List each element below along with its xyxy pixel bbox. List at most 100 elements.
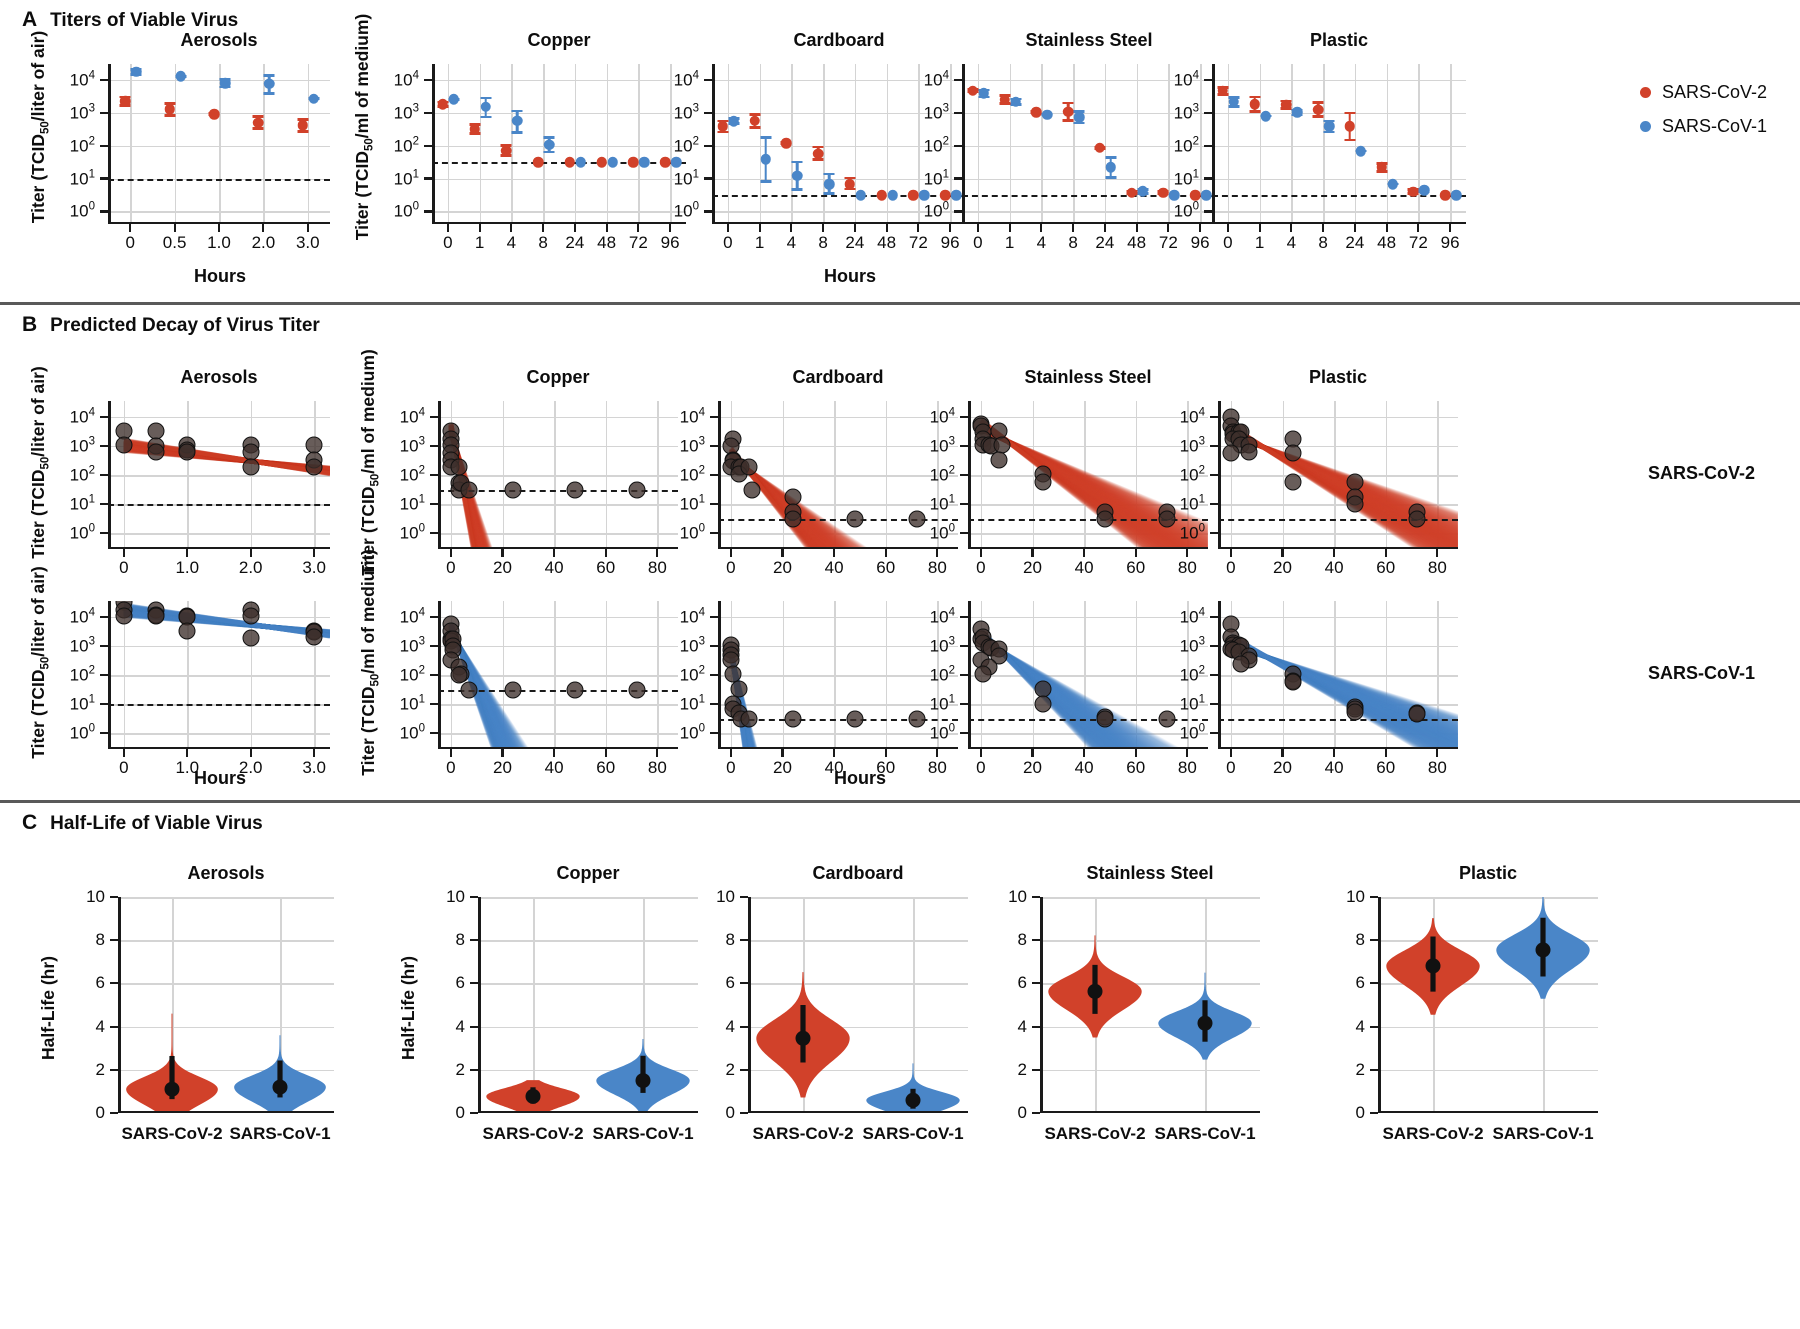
plot-inner xyxy=(438,401,678,549)
y-axis-line xyxy=(432,64,435,224)
gridline-v xyxy=(834,601,836,749)
data-point xyxy=(1249,64,1261,224)
gridline-h xyxy=(1378,897,1598,899)
data-point xyxy=(1376,64,1388,224)
marker-dot xyxy=(219,78,231,89)
x-category-label: SARS-CoV-2 xyxy=(1044,1124,1146,1143)
limit-of-detection-line xyxy=(718,518,958,521)
gridline-h xyxy=(108,645,330,648)
gridline-h xyxy=(968,675,1208,677)
marker-dot xyxy=(596,156,607,168)
data-point xyxy=(219,64,231,224)
marker-dot xyxy=(130,66,142,78)
gridline-v xyxy=(1009,64,1012,224)
gridline-v xyxy=(502,401,505,549)
data-point xyxy=(1291,64,1303,224)
subplot-B-stainless-steel-cov1: 100 101 102 103 104 0 20 40 60 80 xyxy=(930,601,1208,801)
y-tick-label: 102 xyxy=(679,464,705,485)
x-tick-label: 80 xyxy=(927,758,947,777)
y-tick-label: 102 xyxy=(923,135,949,155)
scatter-dot xyxy=(908,510,926,528)
gridline-v xyxy=(1386,64,1389,224)
x-tick-label: 0 xyxy=(119,558,129,577)
gridline-h xyxy=(432,79,686,82)
gridline-h xyxy=(438,533,678,535)
y-tick xyxy=(100,644,108,648)
limit-of-detection-line xyxy=(718,718,958,721)
plot-area: 100 101 102 103 104 0 20 40 60 80 xyxy=(680,601,958,777)
y-axis-title-medium-cov1-text: Titer (TCID50/ml of medium) xyxy=(358,549,382,776)
marker-dot xyxy=(1312,104,1324,115)
x-tick xyxy=(1449,224,1452,232)
violin-group xyxy=(126,1013,326,1113)
x-tick xyxy=(1135,224,1138,232)
y-tick-label: 2 xyxy=(1017,1059,1027,1079)
data-point xyxy=(469,64,481,224)
x-category-label: SARS-CoV-2 xyxy=(482,1124,584,1143)
x-tick xyxy=(1385,224,1388,232)
y-axis-line xyxy=(1218,601,1221,749)
gridline-v xyxy=(885,601,888,749)
limit-of-detection-line xyxy=(1218,718,1458,721)
data-point xyxy=(437,64,449,224)
gridline-v xyxy=(605,401,608,549)
marker-dot xyxy=(792,170,803,182)
y-tick xyxy=(1032,1111,1040,1115)
posterior-decay-band xyxy=(979,628,1183,749)
x-tick xyxy=(478,224,481,232)
x-tick xyxy=(122,749,125,757)
y-tick xyxy=(100,615,108,619)
x-tick xyxy=(1226,224,1229,232)
x-tick xyxy=(1384,749,1387,757)
scatter-dot xyxy=(628,681,646,699)
x-category-label: SARS-CoV-1 xyxy=(862,1124,964,1143)
y-tick-label: 6 xyxy=(455,973,465,993)
y-tick xyxy=(470,1111,478,1115)
scatter-dot xyxy=(1232,655,1250,673)
x-tick xyxy=(853,224,856,232)
x-tick xyxy=(449,549,452,557)
gridline-h xyxy=(1378,1069,1598,1072)
data-point xyxy=(1260,64,1272,224)
gridline-h xyxy=(1218,475,1458,477)
plot-inner xyxy=(962,64,1216,224)
y-tick-label: 102 xyxy=(69,664,95,685)
y-tick-label: 101 xyxy=(929,493,955,514)
marker-dot xyxy=(264,78,275,89)
y-axis-title-halflife-aerosols: Half-Life (hr) xyxy=(38,955,58,1061)
y-tick xyxy=(954,210,962,213)
y-tick xyxy=(110,982,118,985)
data-point xyxy=(812,64,824,224)
y-tick xyxy=(470,895,478,899)
x-tick xyxy=(122,549,125,557)
y-axis-title-halflife-copper: Half-Life (hr) xyxy=(398,955,418,1061)
scatter-dot xyxy=(178,622,196,640)
x-axis-line xyxy=(718,546,958,549)
error-cap-bottom xyxy=(511,131,523,134)
x-tick-label: 1 xyxy=(474,233,485,252)
data-point xyxy=(1189,64,1201,224)
x-tick xyxy=(833,749,836,757)
x-tick xyxy=(917,224,920,232)
scatter-dot xyxy=(242,607,260,625)
data-point xyxy=(999,64,1011,224)
error-cap-bottom xyxy=(1249,110,1261,113)
x-tick-label: 40 xyxy=(544,558,564,577)
y-axis-title-aerosols-cov1-line2: (TCID50/liter of air) xyxy=(28,566,52,717)
scatter-dot xyxy=(1284,673,1302,691)
gridline-h xyxy=(962,112,1216,115)
x-tick-label: 0 xyxy=(443,233,453,252)
gridline-v xyxy=(130,64,132,224)
gridline-h xyxy=(432,112,686,115)
marker-dot xyxy=(939,189,951,201)
marker-dot xyxy=(749,115,760,126)
marker-dot xyxy=(855,189,867,201)
posterior-decay-band xyxy=(1229,423,1458,549)
data-point xyxy=(607,64,618,224)
x-tick-label: 20 xyxy=(1273,758,1292,777)
y-axis-title-aerosols-line1: Titer xyxy=(28,185,48,224)
gridline-h xyxy=(108,733,330,735)
scatter-dot xyxy=(1158,510,1176,528)
x-axis-line xyxy=(438,546,678,549)
scatter-dot xyxy=(1096,710,1114,728)
